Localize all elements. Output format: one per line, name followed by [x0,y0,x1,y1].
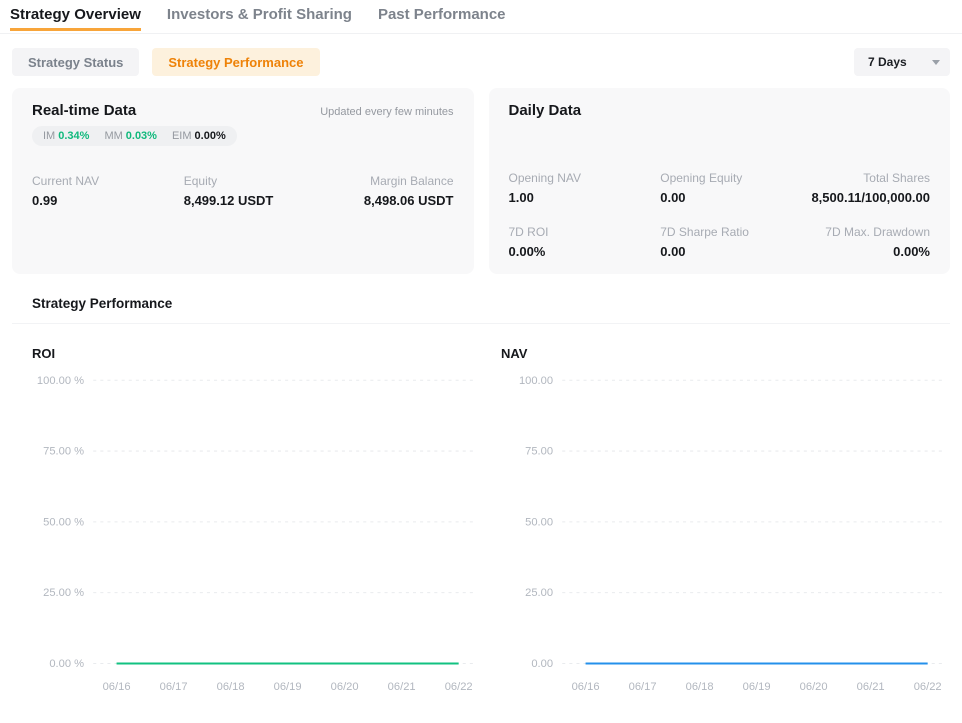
daily-data-card: Daily Data Opening NAV 1.00 Opening Equi… [488,88,950,274]
eim-badge: EIM 0.00% [171,130,226,142]
svg-text:06/22: 06/22 [914,681,942,693]
svg-text:75.00: 75.00 [525,446,553,458]
equity-stat: Equity 8,499.12 USDT [183,174,274,208]
im-badge: IM 0.34% [43,130,90,142]
sub-tabbar: Strategy Status Strategy Performance 7 D… [0,34,962,76]
svg-text:06/19: 06/19 [743,681,771,693]
current-nav-stat: Current NAV 0.99 [32,174,100,208]
svg-text:06/18: 06/18 [686,681,714,693]
svg-text:75.00 %: 75.00 % [43,446,84,458]
nav-chart-title: NAV [501,346,528,361]
mm-badge: MM 0.03% [104,130,157,142]
svg-text:100.00: 100.00 [519,375,553,387]
realtime-card-title: Real-time Data [32,102,137,119]
tab-investors-profit-sharing[interactable]: Investors & Profit Sharing [166,6,352,23]
chevron-down-icon [932,59,940,65]
svg-text:0.00 %: 0.00 % [49,658,84,670]
svg-text:0.00: 0.00 [531,658,553,670]
realtime-data-card: Real-time Data Updated every few minutes… [12,88,474,274]
svg-text:25.00: 25.00 [525,587,553,599]
svg-text:06/22: 06/22 [445,681,473,693]
main-tabbar: Strategy Overview Investors & Profit Sha… [0,0,962,34]
strategy-performance-section: Strategy Performance ROI 100.00 % 75.00 %… [12,274,950,702]
daily-card-title: Daily Data [508,102,582,119]
opening-equity-stat: Opening Equity 0.00 [660,171,743,205]
svg-text:06/16: 06/16 [103,681,131,693]
7d-max-drawdown-stat: 7D Max. Drawdown 0.00% [825,225,930,259]
svg-text:06/21: 06/21 [388,681,416,693]
subtab-strategy-performance[interactable]: Strategy Performance [152,48,320,76]
margin-balance-stat: Margin Balance 8,498.06 USDT [363,174,454,208]
updated-note: Updated every few minutes [320,106,454,118]
svg-text:06/21: 06/21 [857,681,885,693]
svg-text:06/17: 06/17 [629,681,657,693]
nav-chart-plot: 100.00 75.00 50.00 25.00 0.00 06/16 06/17 06/18… [519,375,944,693]
svg-text:100.00 %: 100.00 % [37,375,84,387]
period-dropdown-value: 7 Days [868,55,907,69]
roi-chart-plot: 100.00 % 75.00 % 50.00 % 25.00 % 0.00 % 06/16… [37,375,475,693]
svg-text:06/20: 06/20 [800,681,828,693]
svg-text:06/17: 06/17 [160,681,188,693]
svg-text:25.00 %: 25.00 % [43,587,84,599]
svg-text:06/18: 06/18 [217,681,245,693]
svg-text:50.00 %: 50.00 % [43,516,84,528]
tab-past-performance[interactable]: Past Performance [377,6,506,23]
tab-strategy-overview[interactable]: Strategy Overview [10,6,141,31]
7d-sharpe-ratio-stat: 7D Sharpe Ratio 0.00 [660,225,749,259]
svg-text:50.00: 50.00 [525,516,553,528]
subtab-strategy-status[interactable]: Strategy Status [12,48,140,76]
strategy-performance-heading: Strategy Performance [12,274,950,324]
margin-ratio-badge: IM 0.34% MM 0.03% EIM 0.00% [32,126,237,146]
roi-chart-title: ROI [32,346,56,361]
7d-roi-stat: 7D ROI 0.00% [508,225,549,259]
svg-text:06/20: 06/20 [331,681,359,693]
nav-chart: NAV 100.00 75.00 50.00 25.00 0.00 06/16 06/17 0… [481,328,950,702]
roi-chart: ROI 100.00 % 75.00 % 50.00 % 25.00 % 0.00 % 0… [12,328,481,702]
period-dropdown[interactable]: 7 Days [854,48,950,76]
svg-text:06/19: 06/19 [274,681,302,693]
total-shares-stat: Total Shares 8,500.11/100,000.00 [811,171,930,205]
opening-nav-stat: Opening NAV 1.00 [508,171,582,205]
svg-text:06/16: 06/16 [572,681,600,693]
data-cards-row: Real-time Data Updated every few minutes… [12,88,950,274]
